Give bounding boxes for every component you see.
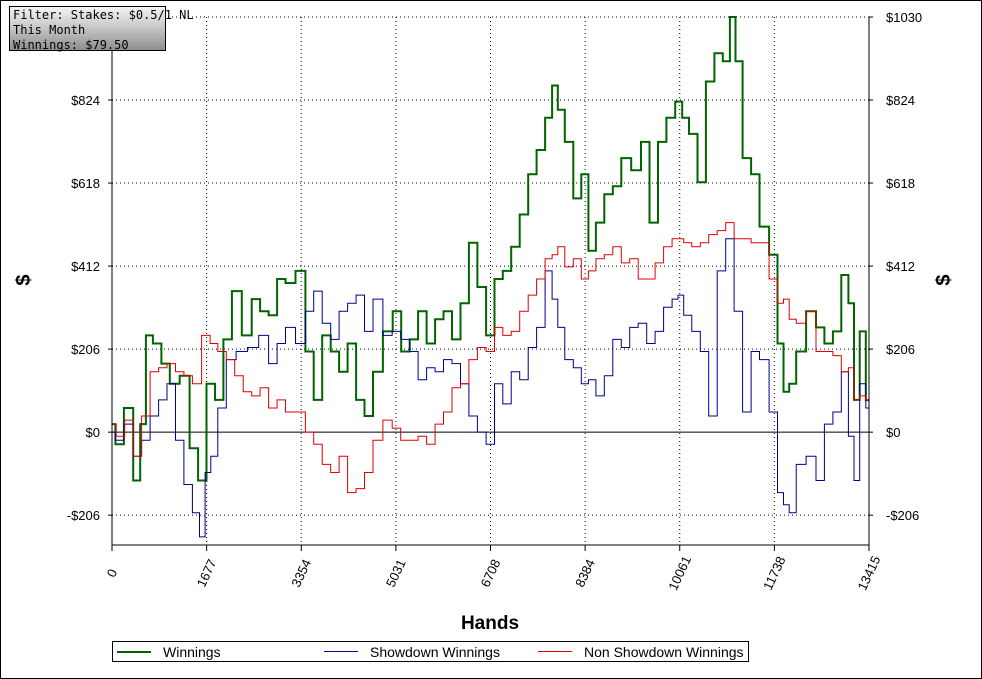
axis-labels: -$206 -$206 $0 $0 $206 $206 $412 $412 $618 $618 $8… xyxy=(13,10,955,634)
y-tick-label-left: $824 xyxy=(71,93,100,108)
series-non-showdown-winnings xyxy=(112,222,869,494)
x-tick-label: 13415 xyxy=(854,554,883,593)
y-tick-label-right: $824 xyxy=(886,93,915,108)
y-tick-label-left: $412 xyxy=(71,259,100,274)
y-tick-label-left: -$206 xyxy=(67,508,100,523)
y-tick-label-right: -$206 xyxy=(886,508,919,523)
legend-item-non-showdown: Non Showdown Winnings xyxy=(538,642,744,661)
y-tick-label-right: $412 xyxy=(886,259,915,274)
x-tick-label: 3354 xyxy=(288,557,314,590)
legend-swatch-non-showdown xyxy=(538,651,572,652)
x-tick-label: 10061 xyxy=(665,554,694,593)
x-tick-label: 11738 xyxy=(760,554,788,592)
y-axis-title-right: $ xyxy=(933,274,955,285)
x-tick-label: 0 xyxy=(104,567,121,580)
y-axis-title-left: $ xyxy=(13,274,35,285)
series-winnings xyxy=(112,16,869,482)
filter-info-box: Filter: Stakes: $0.5/1 NL This Month Win… xyxy=(9,6,194,52)
legend-label-winnings: Winnings xyxy=(163,643,221,660)
series-layer xyxy=(112,16,869,538)
x-axis-title: Hands xyxy=(461,613,519,634)
y-tick-label-right: $618 xyxy=(886,176,915,191)
legend-swatch-showdown xyxy=(324,651,358,652)
legend-label-non-showdown: Non Showdown Winnings xyxy=(584,643,744,660)
filter-winnings-text: Winnings: $79.50 xyxy=(13,38,129,52)
legend-label-showdown: Showdown Winnings xyxy=(370,643,500,660)
filter-period-text: This Month xyxy=(13,23,86,37)
series-showdown-winnings xyxy=(112,238,869,538)
legend-item-winnings: Winnings xyxy=(117,642,221,661)
x-tick-label: 6708 xyxy=(478,557,504,590)
filter-stakes-text: Filter: Stakes: $0.5/1 NL xyxy=(13,8,194,22)
legend: Winnings Showdown Winnings Non Showdown … xyxy=(112,641,749,662)
y-tick-label-left: $618 xyxy=(71,176,100,191)
legend-swatch-winnings xyxy=(117,650,151,653)
y-tick-label-left: $0 xyxy=(86,425,100,440)
grid xyxy=(112,16,869,545)
y-tick-label-right: $0 xyxy=(886,425,900,440)
legend-item-showdown: Showdown Winnings xyxy=(324,642,500,661)
x-tick-label: 1677 xyxy=(194,557,220,590)
y-tick-label-right: $206 xyxy=(886,342,915,357)
y-tick-label-right: $1030 xyxy=(886,10,922,25)
x-tick-label: 5031 xyxy=(383,557,409,590)
y-tick-label-left: $206 xyxy=(71,342,100,357)
x-tick-label: 8384 xyxy=(572,557,598,590)
